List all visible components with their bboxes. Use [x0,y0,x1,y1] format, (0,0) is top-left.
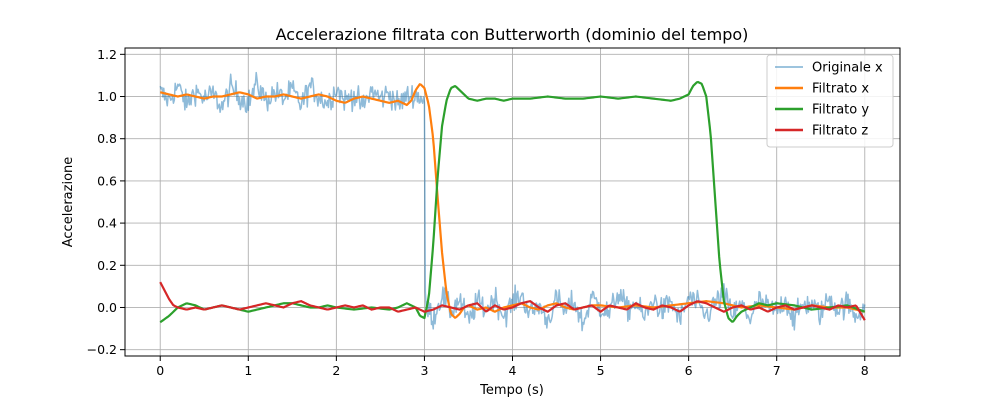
y-tick-label: 0.4 [97,216,117,231]
y-axis-label: Accelerazione [61,157,76,248]
series-line-filtrato-z [159,281,866,321]
x-tick-label: 0 [156,363,164,378]
y-tick-label: 0.6 [97,173,117,188]
x-tick-label: 8 [861,363,869,378]
series-lines [159,71,866,332]
plot-frame [124,47,901,357]
legend-entry-label: Filtrato z [812,124,868,139]
x-tick-label: 4 [509,363,517,378]
chart-title: Accelerazione filtrata con Butterworth (… [276,25,749,44]
legend-entry-label: Filtrato y [812,103,869,118]
x-tick-label: 7 [773,363,781,378]
x-tick-label: 2 [332,363,340,378]
axis-ticks: 0 1 2 3 4 5 6 7 8 −0.2 0.0 0.2 0.4 0.6 0.8 1.0 1.2 [87,47,869,378]
x-axis-label: Tempo (s) [479,383,544,398]
y-tick-label: 0.8 [97,131,117,146]
series-line-filtrato-x [159,83,866,319]
y-tick-label: 0.0 [97,300,117,315]
x-tick-label: 1 [244,363,252,378]
legend-box [766,54,894,148]
x-tick-label: 5 [597,363,605,378]
legend-entry-label: Filtrato x [812,82,869,97]
x-tick-label: 6 [685,363,693,378]
legend-entry-label: Originale x [812,61,883,76]
x-tick-label: 3 [420,363,428,378]
y-tick-label: −0.2 [87,342,117,357]
y-tick-label: 1.0 [97,89,117,104]
y-tick-label: 1.2 [97,47,117,62]
legend: Originale x Filtrato x Filtrato y Filtrato … [766,54,894,148]
y-tick-label: 0.2 [97,258,117,273]
